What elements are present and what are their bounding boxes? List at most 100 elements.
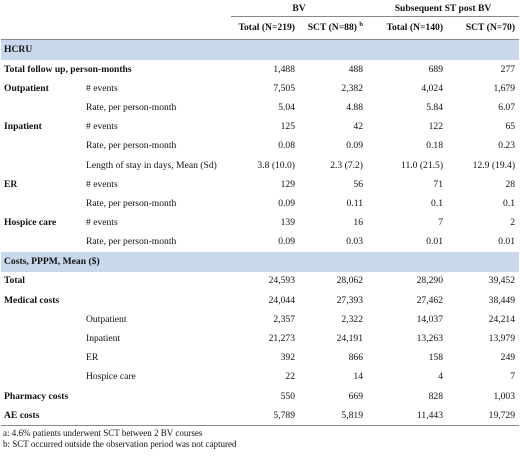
cell-value: 28,062 <box>336 275 364 287</box>
row-sublabel: # events <box>86 178 118 190</box>
cell-value: 0.09 <box>346 140 364 152</box>
footnotes: a: 4.6% patients underwent SCT between 2… <box>3 428 520 450</box>
table-row: Medical costs 24,044 27,393 27,462 38,449 <box>1 291 519 310</box>
header-column-row: Total (N=219) SCT (N=88) b Total (N=140) SC… <box>1 17 520 40</box>
column-header-label: Total (N=219) <box>238 22 295 33</box>
cell-value: 139 <box>280 217 295 229</box>
table-row: ER # events 129 56 71 28 <box>1 175 519 194</box>
table-row: Rate, per person-month 5.04 4.88 5.84 6.07 <box>1 98 519 117</box>
column-header: SCT (N=88) b <box>299 17 367 40</box>
row-label: Outpatient <box>4 82 49 94</box>
section-header: Costs, PPPM, Mean ($) <box>1 251 520 272</box>
header-blank <box>1 0 231 17</box>
cell-value: 11.0 (21.5) <box>401 159 444 171</box>
section-header: HCRU <box>1 39 520 60</box>
cell-value: 2,357 <box>273 313 295 325</box>
row-sublabel <box>83 291 231 310</box>
row-label: Hospice care <box>4 217 57 229</box>
row-sublabel: Rate, per person-month <box>86 236 177 248</box>
row-label: ER <box>4 178 18 190</box>
row-sublabel <box>83 272 231 291</box>
footnote: b: SCT occurred outside the observation … <box>3 439 237 450</box>
cell-value: 16 <box>353 217 364 229</box>
cell-value: 2.3 (7.2) <box>330 159 364 171</box>
header-group-subsequent: Subsequent ST post BV <box>367 0 520 17</box>
cell-value: 24,191 <box>336 333 364 345</box>
cell-value: 2,382 <box>341 82 364 94</box>
column-header: Total (N=219) <box>231 17 299 40</box>
row-label: Medical costs <box>4 294 60 306</box>
cell-value: 27,462 <box>416 294 444 306</box>
cell-value: 24,044 <box>268 294 295 306</box>
row-label <box>1 349 83 368</box>
hcru-costs-table: BV Subsequent ST post BV Total (N=219) SC… <box>1 0 520 427</box>
cell-value: 7 <box>510 371 516 383</box>
row-sublabel: ER <box>86 352 99 364</box>
header-group-row: BV Subsequent ST post BV <box>1 0 520 17</box>
cell-value: 27,393 <box>336 294 364 306</box>
footnote-marker: b <box>359 20 364 28</box>
cell-value: 5.84 <box>426 101 444 113</box>
section-title: HCRU <box>1 39 520 60</box>
column-header: Total (N=140) <box>367 17 447 40</box>
row-label: Inpatient <box>4 121 42 133</box>
cell-value: 550 <box>280 390 295 402</box>
table-row: Rate, per person-month 0.09 0.11 0.1 0.1 <box>1 194 519 213</box>
cell-value: 5.04 <box>278 101 295 113</box>
cell-value: 2 <box>510 217 516 229</box>
table-row: Rate, per person-month 0.08 0.09 0.18 0.23 <box>1 137 519 156</box>
cell-value: 5,819 <box>299 406 368 427</box>
cell-value: 0.09 <box>278 236 295 248</box>
cell-value: 13,263 <box>416 333 444 345</box>
row-sublabel: Inpatient <box>86 333 121 345</box>
row-sublabel: Rate, per person-month <box>86 140 177 152</box>
row-sublabel: Rate, per person-month <box>86 197 177 209</box>
table-row: Pharmacy costs 550 669 828 1,003 <box>1 387 519 406</box>
cell-value: 4.88 <box>346 101 364 113</box>
section-title: Costs, PPPM, Mean ($) <box>1 251 520 272</box>
table-row: Outpatient 2,357 2,322 14,037 24,214 <box>1 310 519 329</box>
cell-value: 28 <box>505 178 516 190</box>
cell-value: 488 <box>348 63 364 75</box>
cell-value: 5,789 <box>231 406 299 427</box>
row-sublabel: Length of stay in days, Mean (Sd) <box>86 159 217 171</box>
cell-value: 4 <box>438 371 444 383</box>
cell-value: 12.9 (19.4) <box>472 159 516 171</box>
row-label <box>1 98 83 117</box>
table-row: Total 24,593 28,062 28,290 39,452 <box>1 272 519 291</box>
cell-value: 689 <box>428 63 444 75</box>
cell-value: 392 <box>280 352 295 364</box>
cell-value: 828 <box>428 390 444 402</box>
cell-value: 38,449 <box>488 294 516 306</box>
cell-value: 0.1 <box>431 197 444 209</box>
table-row: Total follow up, person-months 1,488 488 68… <box>1 60 519 79</box>
cell-value: 14 <box>353 371 364 383</box>
cell-value: 11,443 <box>367 406 448 427</box>
cell-value: 1,679 <box>493 82 516 94</box>
row-sublabel <box>83 387 231 406</box>
cell-value: 1,488 <box>273 63 295 75</box>
cell-value: 125 <box>280 121 295 133</box>
header-blank-2 <box>1 17 231 40</box>
cell-value: 19,729 <box>447 406 520 427</box>
cell-value: 249 <box>500 352 516 364</box>
cell-value: 0.03 <box>346 236 364 248</box>
row-label <box>1 233 83 252</box>
column-header-label: Total (N=140) <box>386 22 444 33</box>
row-label <box>1 137 83 156</box>
cell-value: 65 <box>505 121 516 133</box>
row-sublabel: Hospice care <box>86 371 136 383</box>
cell-value: 6.07 <box>498 101 516 113</box>
cell-value: 866 <box>348 352 364 364</box>
cell-value: 3.8 (10.0) <box>257 159 295 171</box>
row-sublabel: # events <box>86 217 118 229</box>
row-label <box>1 329 83 348</box>
row-label: Total follow up, person-months <box>4 63 132 75</box>
cell-value: 0.1 <box>503 197 516 209</box>
row-label <box>1 194 83 213</box>
row-label: Pharmacy costs <box>4 390 69 402</box>
cell-value: 158 <box>428 352 444 364</box>
cell-value: 669 <box>348 390 364 402</box>
row-label <box>1 156 83 175</box>
row-sublabel <box>83 406 231 427</box>
